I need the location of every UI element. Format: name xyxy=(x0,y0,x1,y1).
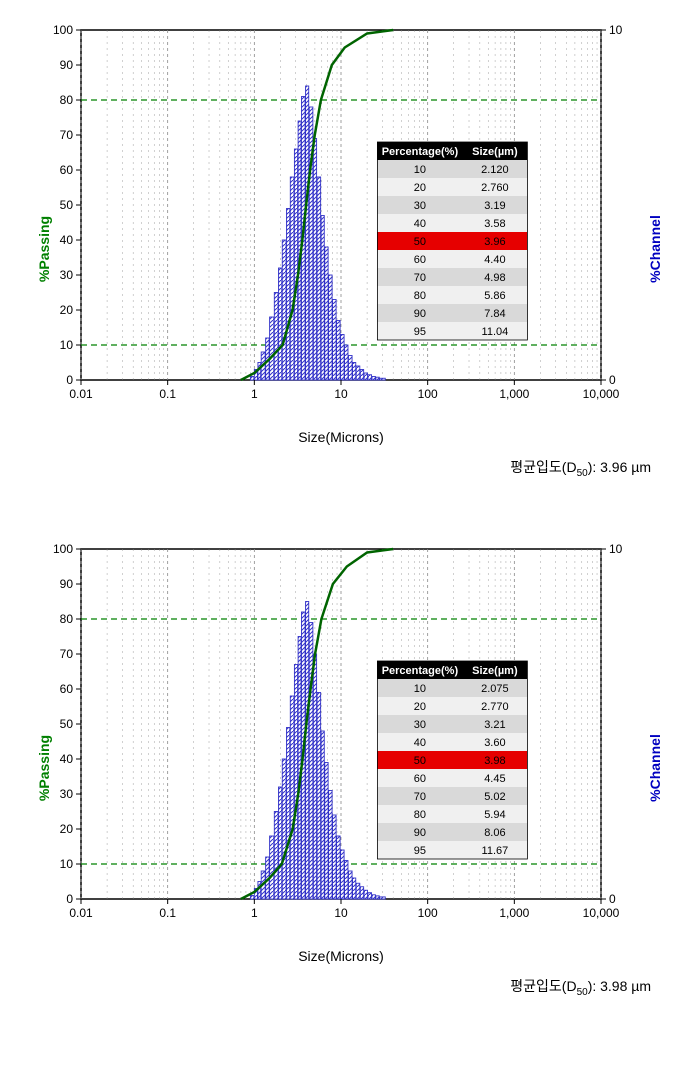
svg-text:5.02: 5.02 xyxy=(484,791,505,803)
psd-chart: 0 10 20 30 40 50 60 70 80 90 100 0 10 0.01 0.1 1 10 100 1,… xyxy=(21,539,661,939)
svg-text:70: 70 xyxy=(414,272,426,284)
svg-text:60: 60 xyxy=(414,773,426,785)
x-axis-label: Size(Microns) xyxy=(21,429,661,445)
chart-panel: %Passing%Channel 01020304050607080901000… xyxy=(21,539,661,998)
svg-text:10: 10 xyxy=(334,387,348,401)
svg-text:70: 70 xyxy=(60,128,74,142)
svg-text:11.67: 11.67 xyxy=(482,845,509,857)
svg-text:10: 10 xyxy=(414,683,426,695)
svg-text:1,000: 1,000 xyxy=(499,906,529,920)
svg-text:Size(µm): Size(µm) xyxy=(472,146,518,158)
svg-text:50: 50 xyxy=(60,717,74,731)
svg-text:2.075: 2.075 xyxy=(481,683,509,695)
x-axis-label: Size(Microns) xyxy=(21,948,661,964)
svg-text:0.01: 0.01 xyxy=(69,387,93,401)
svg-text:0.01: 0.01 xyxy=(69,906,93,920)
svg-text:60: 60 xyxy=(60,682,74,696)
svg-text:30: 30 xyxy=(60,787,74,801)
svg-text:90: 90 xyxy=(60,577,74,591)
svg-text:4.98: 4.98 xyxy=(484,272,505,284)
svg-text:20: 20 xyxy=(60,303,74,317)
svg-text:80: 80 xyxy=(414,290,426,302)
svg-text:30: 30 xyxy=(60,268,74,282)
d50-caption: 평균입도(D50): 3.96 µm xyxy=(21,457,661,479)
svg-text:0: 0 xyxy=(66,373,73,387)
svg-text:0: 0 xyxy=(609,892,616,906)
svg-text:50: 50 xyxy=(60,198,74,212)
svg-text:Size(µm): Size(µm) xyxy=(472,665,518,677)
svg-text:80: 80 xyxy=(60,612,74,626)
svg-text:1: 1 xyxy=(251,906,258,920)
svg-text:8.06: 8.06 xyxy=(484,827,505,839)
svg-text:5.86: 5.86 xyxy=(484,290,505,302)
svg-text:4.45: 4.45 xyxy=(484,773,505,785)
svg-text:70: 70 xyxy=(414,791,426,803)
y-left-label: %Passing xyxy=(36,216,52,282)
svg-text:10: 10 xyxy=(334,906,348,920)
svg-text:60: 60 xyxy=(60,163,74,177)
svg-text:20: 20 xyxy=(414,701,426,713)
svg-text:100: 100 xyxy=(53,542,73,556)
svg-text:90: 90 xyxy=(414,827,426,839)
svg-text:50: 50 xyxy=(414,755,426,767)
svg-text:60: 60 xyxy=(414,254,426,266)
svg-text:3.19: 3.19 xyxy=(484,200,505,212)
svg-text:40: 40 xyxy=(414,218,426,230)
svg-text:Percentage(%): Percentage(%) xyxy=(382,665,459,677)
svg-text:10: 10 xyxy=(414,164,426,176)
svg-text:40: 40 xyxy=(60,752,74,766)
svg-text:90: 90 xyxy=(60,58,74,72)
y-right-label: %Channel xyxy=(647,734,663,802)
svg-text:0: 0 xyxy=(66,892,73,906)
svg-text:100: 100 xyxy=(53,23,73,37)
svg-text:3.21: 3.21 xyxy=(484,719,505,731)
svg-text:100: 100 xyxy=(418,387,438,401)
svg-text:40: 40 xyxy=(60,233,74,247)
svg-text:1: 1 xyxy=(251,387,258,401)
svg-text:3.96: 3.96 xyxy=(484,236,505,248)
svg-text:80: 80 xyxy=(414,809,426,821)
svg-text:70: 70 xyxy=(60,647,74,661)
svg-text:20: 20 xyxy=(414,182,426,194)
chart-panel: %Passing%Channel 01020304050607080901000… xyxy=(21,20,661,479)
svg-text:7.84: 7.84 xyxy=(484,308,505,320)
svg-text:80: 80 xyxy=(60,93,74,107)
svg-text:11.04: 11.04 xyxy=(482,326,509,338)
d50-caption: 평균입도(D50): 3.98 µm xyxy=(21,976,661,998)
svg-text:10: 10 xyxy=(60,857,74,871)
svg-text:3.98: 3.98 xyxy=(484,755,505,767)
svg-text:0.1: 0.1 xyxy=(159,906,176,920)
svg-text:30: 30 xyxy=(414,200,426,212)
svg-text:10: 10 xyxy=(60,338,74,352)
svg-text:0: 0 xyxy=(609,373,616,387)
svg-text:Percentage(%): Percentage(%) xyxy=(382,146,459,158)
psd-chart: 0 10 20 30 40 50 60 70 80 90 100 0 10 0.01 0.1 1 10 100 1,… xyxy=(21,20,661,420)
svg-text:10: 10 xyxy=(609,23,623,37)
svg-text:5.94: 5.94 xyxy=(484,809,505,821)
svg-text:40: 40 xyxy=(414,737,426,749)
svg-text:30: 30 xyxy=(414,719,426,731)
svg-text:95: 95 xyxy=(414,845,426,857)
svg-text:1,000: 1,000 xyxy=(499,387,529,401)
svg-text:100: 100 xyxy=(418,906,438,920)
svg-text:10: 10 xyxy=(609,542,623,556)
svg-text:2.760: 2.760 xyxy=(481,182,509,194)
y-left-label: %Passing xyxy=(36,735,52,801)
svg-text:10,000: 10,000 xyxy=(583,906,620,920)
y-right-label: %Channel xyxy=(647,216,663,284)
svg-text:3.58: 3.58 xyxy=(484,218,505,230)
svg-text:2.770: 2.770 xyxy=(481,701,509,713)
svg-text:3.60: 3.60 xyxy=(484,737,505,749)
svg-text:2.120: 2.120 xyxy=(481,164,509,176)
svg-text:50: 50 xyxy=(414,236,426,248)
svg-text:95: 95 xyxy=(414,326,426,338)
svg-text:20: 20 xyxy=(60,822,74,836)
svg-text:0.1: 0.1 xyxy=(159,387,176,401)
svg-text:4.40: 4.40 xyxy=(484,254,505,266)
svg-text:90: 90 xyxy=(414,308,426,320)
svg-text:10,000: 10,000 xyxy=(583,387,620,401)
